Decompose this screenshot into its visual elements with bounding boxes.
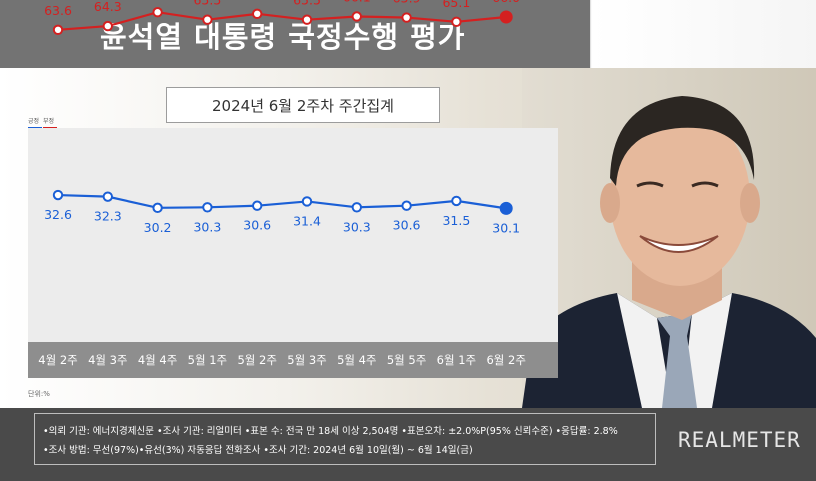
- plot-area: [28, 128, 558, 342]
- survey-info-line-1: •의뢰 기관: 에너지경제신문 •조사 기관: 리얼미터 •표본 수: 전국 만…: [43, 426, 618, 437]
- subtitle-box: 2024년 6월 2주차 주간집계: [166, 87, 440, 123]
- unit-label: 단위:%: [28, 390, 50, 398]
- chart-subtitle: 2024년 6월 2주차 주간집계: [212, 97, 394, 115]
- survey-info-box: •의뢰 기관: 에너지경제신문 •조사 기관: 리얼미터 •표본 수: 전국 만…: [34, 413, 656, 465]
- president-photo: [522, 68, 816, 408]
- footer: [0, 408, 816, 481]
- legend-label-positive: 긍정: [28, 118, 40, 125]
- legend-label-negative: 부정: [43, 118, 55, 125]
- survey-info-line-2: •조사 방법: 무선(97%)•유선(3%) 자동응답 전화조사 •조사 기간:…: [43, 445, 473, 456]
- x-axis-band: [28, 342, 558, 378]
- page-title: 윤석열 대통령 국정수행 평가: [100, 20, 466, 54]
- brand-logo: REALMETER: [678, 428, 801, 452]
- title-bar: 윤석열 대통령 국정수행 평가: [0, 0, 816, 68]
